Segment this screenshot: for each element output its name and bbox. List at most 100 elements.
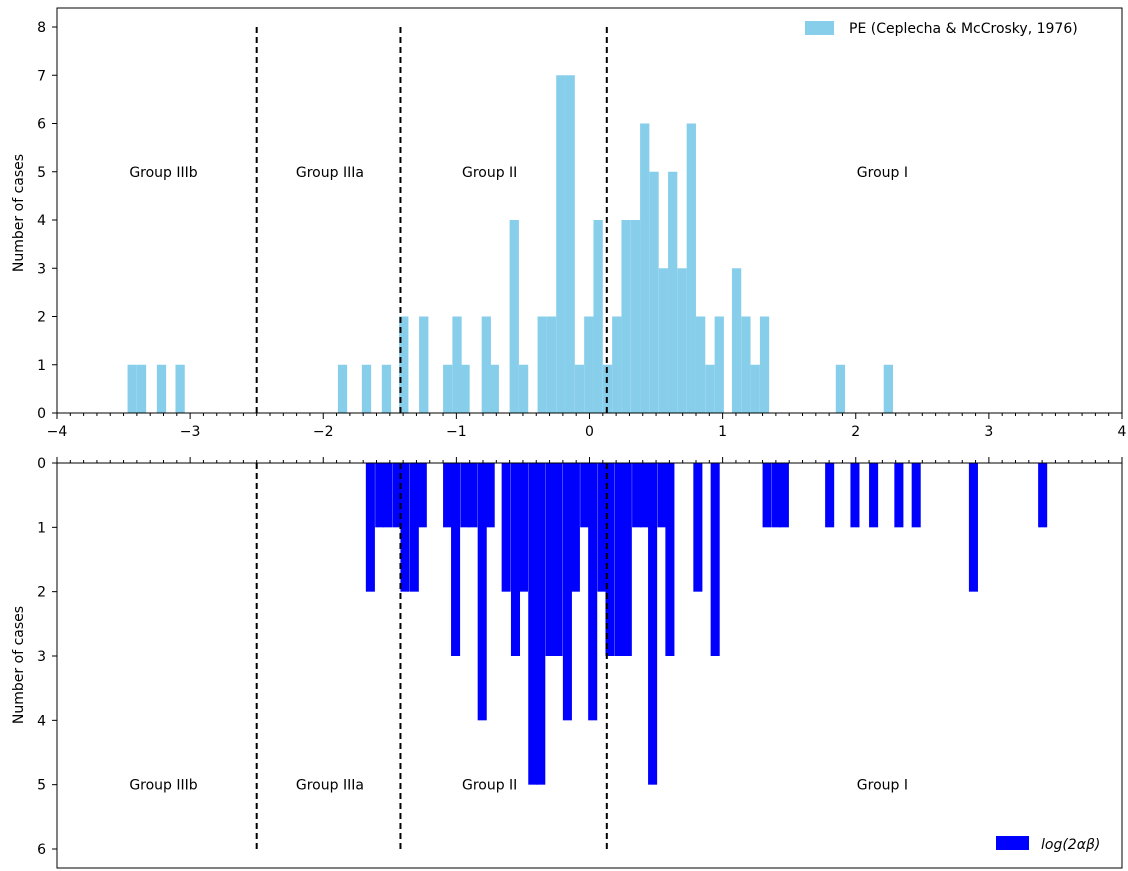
top-y-axis-label: Number of cases [11, 154, 27, 272]
bottom-bar [850, 463, 860, 528]
bottom-bar [365, 463, 375, 592]
top-bar [337, 364, 348, 413]
top-bar [399, 316, 409, 413]
top-y-tick-label: 4 [37, 213, 46, 229]
top-legend-label: PE (Ceplecha & McCrosky, 1976) [849, 21, 1078, 37]
top-bar [630, 220, 641, 413]
top-group-label: Group II [462, 165, 517, 181]
top-group-label: Group IIIa [296, 165, 364, 181]
bottom-bar [580, 463, 590, 528]
top-y-tick-label: 1 [37, 358, 46, 374]
bottom-bar [553, 463, 563, 656]
bottom-y-tick-label: 2 [37, 585, 46, 601]
top-y-tick-label: 7 [37, 68, 46, 84]
bottom-bar [894, 463, 904, 528]
axes: −4 −3 −2 −1 0 1 2 3 4 0 1 2 3 4 5 6 7 8 0 1 2 3 4 5 6 [37, 7, 1127, 869]
x-tick-label: 4 [1118, 424, 1127, 440]
bottom-bar [451, 463, 461, 656]
bottom-bar [648, 463, 658, 785]
bottom-bar [392, 463, 402, 528]
bottom-legend: log(2αβ) [996, 836, 1100, 853]
top-bar [546, 316, 557, 413]
bottom-bar [528, 463, 538, 785]
top-y-tick-label: 8 [37, 20, 46, 36]
top-bar [705, 364, 715, 413]
bottom-group-label: Group I [857, 778, 908, 794]
bottom-legend-label: log(2αβ) [1041, 837, 1100, 853]
bottom-bar [443, 463, 453, 528]
top-bar [127, 364, 137, 413]
top-bar [835, 364, 846, 413]
top-bar [574, 364, 585, 413]
x-tick-label: −1 [446, 424, 467, 440]
bottom-y-tick-label: 1 [37, 520, 46, 536]
bottom-bar [468, 463, 478, 528]
top-bar [419, 316, 429, 413]
bottom-bar [409, 463, 419, 592]
top-bar [361, 364, 372, 413]
top-y-tick-label: 2 [37, 310, 46, 326]
top-group-label: Group IIIb [129, 165, 197, 181]
bottom-bar [657, 463, 667, 528]
top-bar [489, 364, 499, 413]
x-tick-label: −3 [180, 424, 201, 440]
bottom-bar [597, 463, 607, 592]
bottom-bar [562, 463, 572, 721]
bottom-y-tick-label: 5 [37, 778, 46, 794]
top-bar [556, 75, 566, 413]
top-bar [136, 364, 147, 413]
bottom-bar [417, 463, 427, 528]
top-bar [696, 316, 706, 413]
bottom-bar [375, 463, 385, 528]
top-bar [452, 316, 462, 413]
bottom-bar [570, 463, 580, 592]
bottom-bar [460, 463, 470, 528]
bottom-bar [477, 463, 487, 721]
bottom-group-label: Group IIIa [296, 778, 364, 794]
bottom-bar [968, 463, 978, 592]
top-bar [677, 268, 687, 413]
top-bar [668, 171, 678, 413]
bottom-bar [779, 463, 789, 528]
bottom-group-label: Group IIIb [129, 778, 197, 794]
bottom-y-axis-label: Number of cases [11, 606, 27, 724]
top-bar [883, 364, 893, 413]
group-labels: Group IIIb Group IIIa Group II Group I Group… [129, 165, 908, 794]
bottom-bar [640, 463, 650, 528]
top-bar [565, 75, 575, 413]
bottom-y-tick-label: 6 [37, 842, 46, 858]
x-tick-label: −2 [313, 424, 334, 440]
top-bar [714, 316, 724, 413]
bottom-bar [693, 463, 703, 592]
top-bar [584, 316, 594, 413]
bottom-bar [632, 463, 642, 528]
bottom-bar [400, 463, 410, 592]
top-bar [460, 364, 470, 413]
top-y-tick-label: 3 [37, 261, 46, 277]
top-bar [443, 364, 453, 413]
bottom-bar [710, 463, 720, 656]
x-tick-label: −4 [47, 424, 68, 440]
bottom-bar [545, 463, 555, 656]
top-y-tick-label: 6 [37, 117, 46, 133]
top-y-tick-label: 0 [37, 406, 46, 422]
bottom-bar [911, 463, 921, 528]
x-tick-label: 1 [718, 424, 727, 440]
bottom-y-tick-label: 0 [37, 456, 46, 472]
top-histogram-bars [127, 75, 893, 413]
top-bar [518, 364, 529, 413]
top-group-label: Group I [857, 165, 908, 181]
top-bar [381, 364, 392, 413]
top-bar [750, 364, 760, 413]
top-bar [686, 123, 696, 413]
bottom-y-tick-label: 3 [37, 649, 46, 665]
top-bar [593, 220, 603, 413]
top-bar [537, 316, 547, 413]
bottom-bar [383, 463, 393, 528]
x-tick-label: 2 [851, 424, 860, 440]
bottom-y-tick-label: 4 [37, 713, 46, 729]
bottom-legend-swatch [996, 836, 1029, 850]
bottom-bar [614, 463, 624, 656]
bottom-bar [518, 463, 528, 592]
